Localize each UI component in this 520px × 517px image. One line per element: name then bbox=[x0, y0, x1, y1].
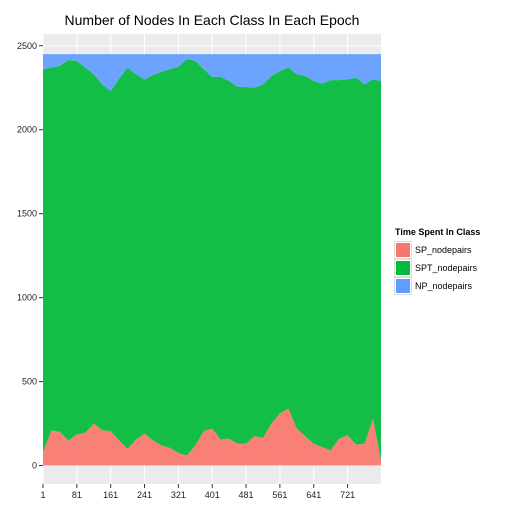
legend-key-swatch bbox=[394, 241, 412, 259]
chart-title: Number of Nodes In Each Class In Each Ep… bbox=[64, 12, 360, 28]
legend: Time Spent In Class SP_nodepairs SPT_node… bbox=[394, 227, 515, 295]
x-tick-label: 641 bbox=[306, 490, 321, 500]
legend-label: SPT_nodepairs bbox=[415, 263, 478, 273]
area-spt-nodepairs bbox=[43, 59, 381, 461]
x-tick-label: 241 bbox=[137, 490, 152, 500]
y-tick-label: 2500 bbox=[17, 41, 37, 51]
area-sp-nodepairs bbox=[43, 408, 381, 466]
area-series-group bbox=[43, 54, 381, 466]
legend-key-swatch bbox=[394, 259, 412, 277]
y-tick-label: 1500 bbox=[17, 209, 37, 219]
y-tick-label: 500 bbox=[22, 377, 37, 387]
legend-item-spt-nodepairs: SPT_nodepairs bbox=[394, 259, 515, 277]
x-tick-label: 561 bbox=[272, 490, 287, 500]
x-tick-label: 161 bbox=[103, 490, 118, 500]
x-tick-label: 401 bbox=[205, 490, 220, 500]
legend-title: Time Spent In Class bbox=[395, 227, 481, 237]
legend-item-sp-nodepairs: SP_nodepairs bbox=[394, 241, 515, 259]
legend-label: SP_nodepairs bbox=[415, 245, 472, 255]
y-tick-label: 1000 bbox=[17, 293, 37, 303]
x-tick-label: 1 bbox=[40, 490, 45, 500]
legend-key-swatch bbox=[394, 277, 412, 295]
legend-item-np-nodepairs: NP_nodepairs bbox=[394, 277, 515, 295]
x-tick-label: 721 bbox=[340, 490, 355, 500]
y-tick-label: 2000 bbox=[17, 125, 37, 135]
legend-label: NP_nodepairs bbox=[415, 281, 473, 291]
y-tick-label: 0 bbox=[32, 461, 37, 471]
x-tick-label: 321 bbox=[171, 490, 186, 500]
x-tick-label: 81 bbox=[72, 490, 82, 500]
x-tick-label: 481 bbox=[239, 490, 254, 500]
axes: 0 500 1000 1500 2000 2500 1 81 161 241 321 401 481 56… bbox=[17, 41, 355, 500]
area-np-nodepairs bbox=[43, 54, 381, 92]
